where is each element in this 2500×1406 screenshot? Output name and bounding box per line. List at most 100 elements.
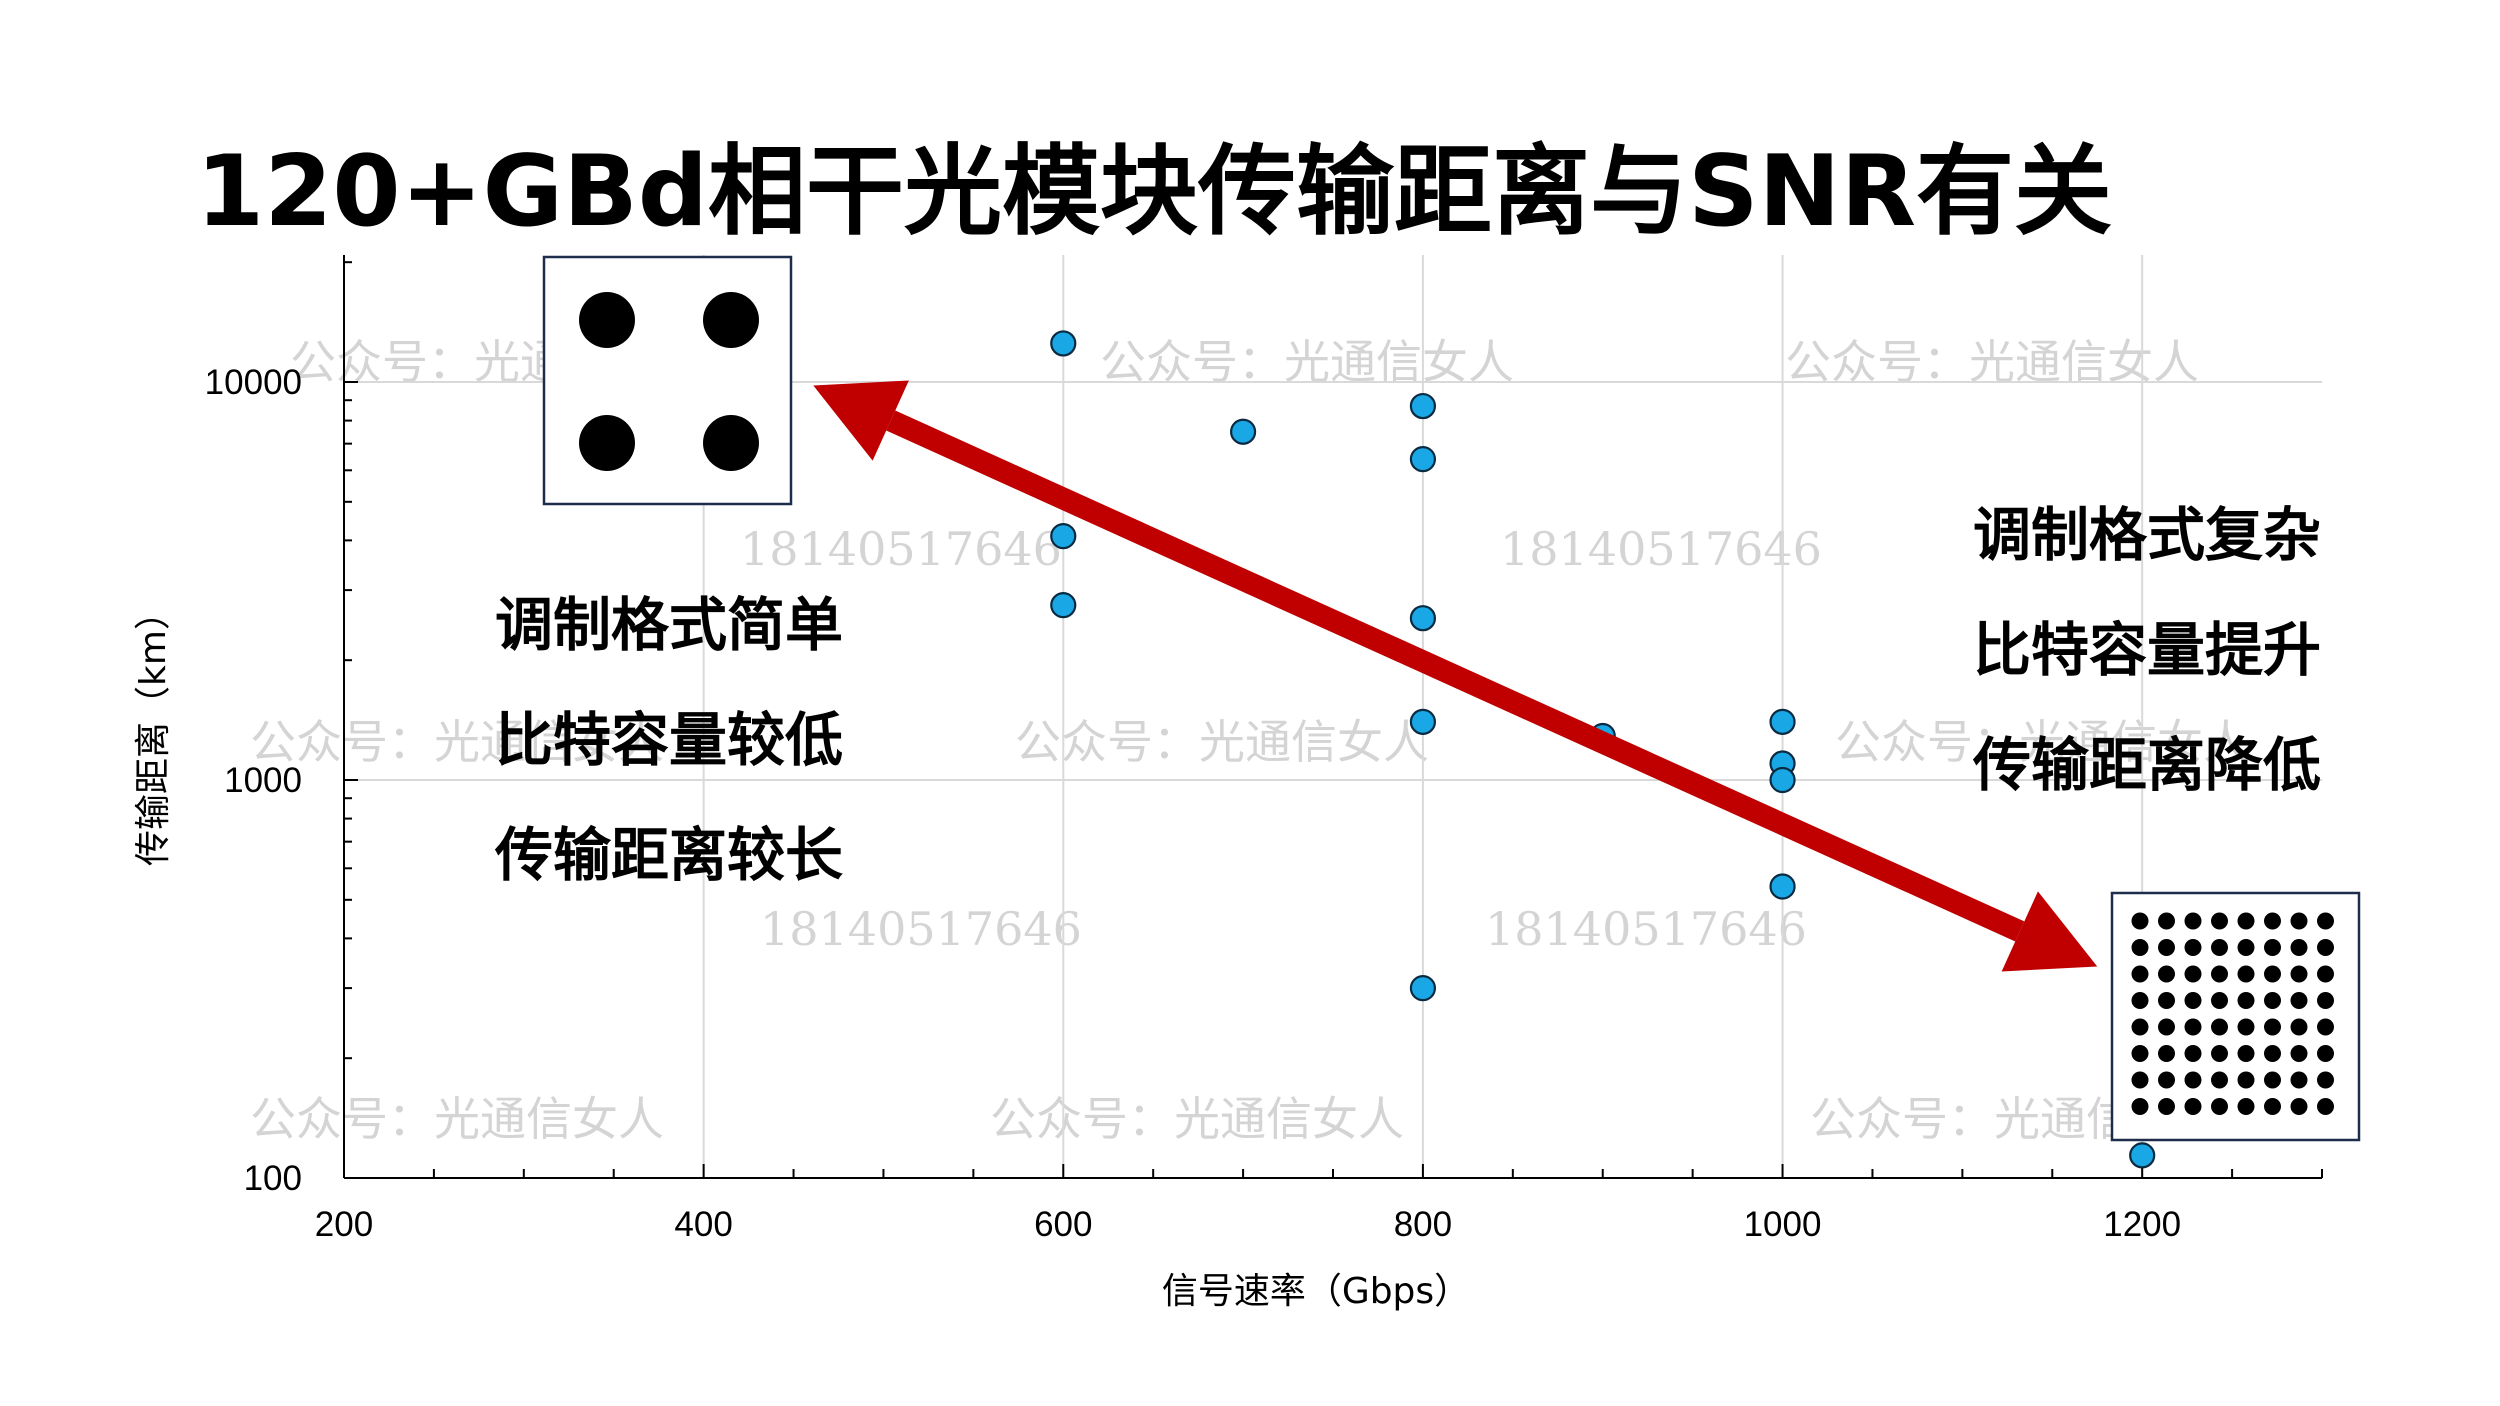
constellation-point bbox=[2211, 1098, 2228, 1115]
constellation-point bbox=[2184, 939, 2202, 956]
constellation-point bbox=[2158, 939, 2175, 956]
x-tick-label: 600 bbox=[1034, 1205, 1092, 1244]
constellation-point bbox=[2158, 1045, 2175, 1062]
watermark-text: 18140517646 bbox=[760, 902, 1082, 956]
constellation-point bbox=[703, 415, 759, 471]
constellation-frame bbox=[2110, 891, 2361, 1142]
constellation-point bbox=[2317, 939, 2334, 956]
constellation-point bbox=[2264, 1098, 2281, 1115]
x-tick-label: 800 bbox=[1394, 1205, 1452, 1244]
watermark-text: 公众号：光通信女人 bbox=[250, 715, 664, 769]
constellation-point bbox=[2158, 1098, 2175, 1115]
annotation-right-line: 调制格式复杂 bbox=[1973, 501, 2321, 569]
constellation-point bbox=[2264, 1045, 2281, 1062]
arrow-head-upper-left bbox=[813, 380, 909, 461]
constellation-point bbox=[2290, 1098, 2308, 1115]
annotation-left-line: 比特容量较低 bbox=[495, 706, 843, 774]
constellation-layer bbox=[542, 255, 2361, 1142]
data-point bbox=[1769, 766, 1796, 794]
x-tick-label: 400 bbox=[674, 1205, 732, 1244]
constellation-point bbox=[2264, 939, 2281, 956]
constellation-point bbox=[2237, 912, 2255, 930]
constellation-point bbox=[703, 292, 759, 348]
constellation-point bbox=[2184, 992, 2202, 1009]
watermark-text: 公众号：光通信女人 bbox=[1785, 335, 2199, 389]
constellation-point bbox=[2184, 1018, 2202, 1036]
constellation-point bbox=[2158, 965, 2175, 983]
watermark-text: 18140517646 bbox=[1500, 522, 1822, 576]
data-point bbox=[1769, 708, 1796, 735]
x-tick-label: 1000 bbox=[1744, 1205, 1822, 1244]
watermark-text: 18140517646 bbox=[740, 522, 1062, 576]
constellation-point bbox=[2211, 992, 2228, 1009]
annotation-left-line: 调制格式简单 bbox=[495, 591, 843, 659]
constellation-point bbox=[2131, 912, 2149, 930]
64qam-constellation-icon bbox=[2110, 891, 2361, 1142]
constellation-point bbox=[2211, 912, 2228, 930]
data-point bbox=[1050, 330, 1077, 357]
constellation-point bbox=[2290, 1018, 2308, 1036]
x-tick-label: 1200 bbox=[2103, 1205, 2181, 1244]
annotation-left-line: 传输距离较长 bbox=[494, 821, 843, 889]
constellation-point bbox=[2264, 1071, 2281, 1089]
y-axis-label: 传输距离（km） bbox=[133, 594, 174, 866]
constellation-point bbox=[2211, 1018, 2228, 1036]
data-point bbox=[1769, 873, 1796, 900]
data-point bbox=[1409, 975, 1437, 1002]
constellation-point bbox=[2211, 939, 2228, 956]
watermark-text: 公众号：光通信女人 bbox=[1835, 715, 2249, 769]
constellation-point bbox=[2131, 939, 2149, 956]
constellation-point bbox=[2237, 965, 2255, 983]
watermark-text: 公众号：光通信女人 bbox=[250, 1092, 664, 1146]
data-point bbox=[1229, 418, 1257, 445]
constellation-point bbox=[2290, 992, 2308, 1009]
arrow-head-lower-right bbox=[2001, 891, 2098, 972]
trend-arrow bbox=[813, 380, 2098, 972]
constellation-point bbox=[2131, 1071, 2149, 1089]
data-point bbox=[2129, 1142, 2156, 1169]
constellation-point bbox=[2317, 1018, 2334, 1036]
constellation-point bbox=[2184, 912, 2202, 930]
constellation-point bbox=[2184, 965, 2202, 983]
constellation-point bbox=[2184, 1071, 2202, 1089]
constellation-point bbox=[2290, 1071, 2308, 1089]
constellation-point bbox=[2211, 1045, 2228, 1062]
annotation-right-line: 传输距离降低 bbox=[1972, 731, 2321, 799]
constellation-point bbox=[2290, 939, 2308, 956]
constellation-point bbox=[2184, 1045, 2202, 1062]
data-point bbox=[1050, 523, 1077, 550]
arrow-shaft bbox=[886, 410, 2025, 942]
constellation-point bbox=[2264, 992, 2281, 1009]
constellation-point bbox=[2131, 1098, 2149, 1115]
data-point bbox=[1409, 392, 1437, 420]
constellation-point bbox=[2317, 1045, 2334, 1062]
constellation-point bbox=[2158, 912, 2175, 930]
constellation-point bbox=[2237, 939, 2255, 956]
x-axis-label: 信号速率（Gbps） bbox=[1162, 1271, 1470, 1312]
constellation-point bbox=[2158, 992, 2175, 1009]
y-tick-label: 100 bbox=[244, 1159, 302, 1198]
data-point bbox=[1050, 592, 1077, 619]
constellation-point bbox=[2211, 1071, 2228, 1089]
constellation-point bbox=[2290, 965, 2308, 983]
constellation-point bbox=[2290, 912, 2308, 930]
constellation-point bbox=[2158, 1018, 2175, 1036]
constellation-point bbox=[2264, 965, 2281, 983]
constellation-point bbox=[2237, 992, 2255, 1009]
page-title: 120+GBd相干光模块传输距离与SNR有关 bbox=[196, 135, 2113, 249]
data-point bbox=[1409, 446, 1437, 473]
constellation-point bbox=[2317, 965, 2334, 983]
constellation-point bbox=[2317, 912, 2334, 930]
x-tick-label: 200 bbox=[315, 1205, 373, 1244]
constellation-point bbox=[2158, 1071, 2175, 1089]
constellation-point bbox=[2237, 1071, 2255, 1089]
constellation-point bbox=[2211, 965, 2228, 983]
constellation-point bbox=[2131, 965, 2149, 983]
constellation-point bbox=[2131, 992, 2149, 1009]
data-point bbox=[1409, 605, 1437, 632]
constellation-point bbox=[2264, 912, 2281, 930]
constellation-point bbox=[2317, 1071, 2334, 1089]
watermark-text: 公众号：光通信女人 bbox=[990, 1092, 1404, 1146]
constellation-point bbox=[2317, 1098, 2334, 1115]
